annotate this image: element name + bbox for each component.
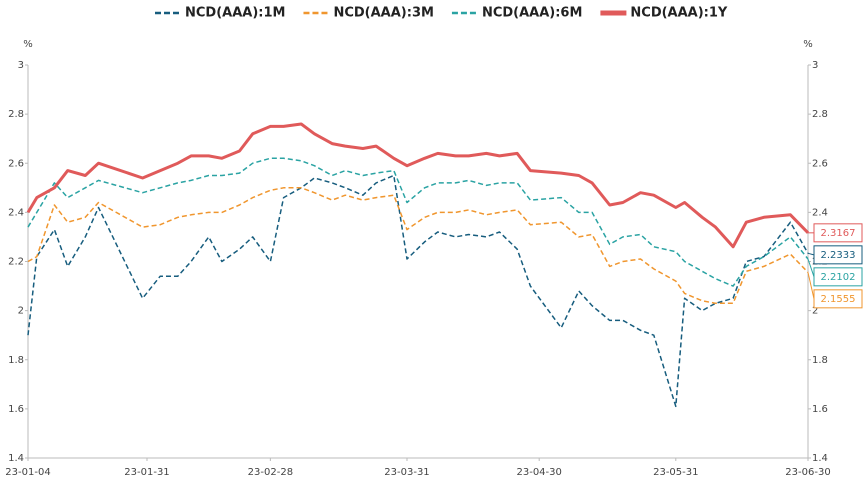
x-tick-label: 23-05-31: [653, 467, 698, 478]
end-label-leader: [807, 252, 815, 256]
x-tick-label: 23-01-31: [124, 467, 169, 478]
legend-label: NCD(AAA):6M: [482, 6, 582, 21]
series-line: [27, 187, 809, 305]
y2-axis-label: %: [803, 39, 813, 50]
y-tick-label: 2.8: [8, 109, 24, 120]
y2-tick-label: 2.6: [812, 158, 828, 169]
end-label-box: [813, 267, 863, 287]
legend-label: NCD(AAA):3M: [333, 6, 433, 21]
end-label: 2.1555: [821, 294, 856, 305]
end-label-leader: [807, 258, 815, 277]
end-label: 2.3167: [821, 228, 856, 239]
y-tick-label: 1.6: [8, 404, 24, 415]
series-line: [27, 157, 809, 287]
y2-tick-label: 1.8: [812, 355, 828, 366]
legend-label: NCD(AAA):1Y: [630, 6, 728, 21]
y-tick-label: 1.4: [8, 453, 24, 464]
x-tick-label: 23-03-31: [384, 467, 429, 478]
series-line: [27, 174, 809, 408]
x-tick-label: 23-02-28: [248, 467, 293, 478]
end-label-box: [813, 289, 863, 309]
y2-tick-label: 2.8: [812, 109, 828, 120]
y-axis-label: %: [23, 39, 33, 50]
legend-label: NCD(AAA):1M: [185, 6, 285, 21]
y-tick-label: 2.6: [8, 158, 24, 169]
series-line: [26, 122, 810, 249]
y2-tick-label: 1.6: [812, 404, 828, 415]
end-label-box: [813, 245, 863, 265]
x-tick-label: 23-04-30: [516, 467, 561, 478]
y-tick-label: 2.2: [8, 257, 24, 268]
y-tick-label: 2.4: [8, 207, 24, 218]
y-tick-label: 1.8: [8, 355, 24, 366]
end-label: 2.2102: [821, 272, 856, 283]
y2-tick-label: 2.4: [812, 207, 828, 218]
y2-tick-label: 1.4: [812, 453, 828, 464]
end-label-box: [813, 223, 863, 243]
y2-tick-label: 2: [812, 306, 818, 317]
end-label-leader: [807, 272, 815, 299]
end-label: 2.2333: [821, 250, 856, 261]
x-tick-label: 23-01-04: [5, 467, 50, 478]
y-tick-label: 2: [18, 306, 24, 317]
y2-tick-label: 3: [812, 60, 818, 71]
y-tick-label: 3: [18, 60, 24, 71]
x-tick-label: 23-06-30: [785, 467, 830, 478]
